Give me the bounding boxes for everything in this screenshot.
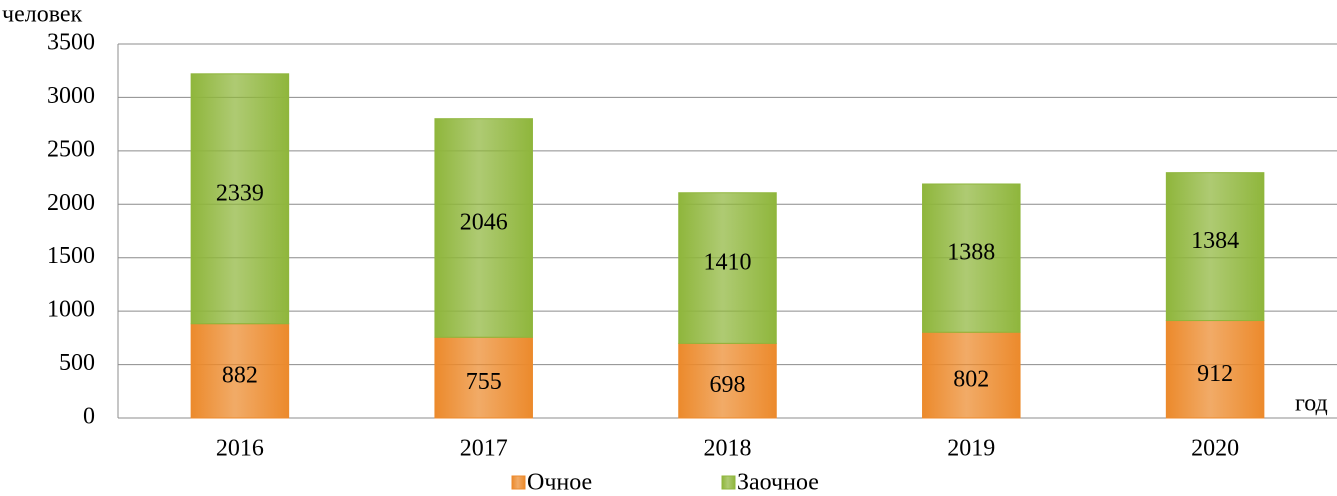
bar-segment bbox=[190, 323, 290, 419]
x-tick-label: 2016 bbox=[216, 436, 264, 462]
legend-label: Заочное bbox=[737, 470, 819, 496]
data-label: 912 bbox=[1197, 361, 1233, 387]
bar-segment bbox=[678, 342, 777, 419]
bar-segment bbox=[922, 183, 1021, 333]
x-tick-label: 2020 bbox=[1191, 436, 1239, 462]
legend-label: Очное bbox=[527, 470, 592, 496]
x-axis-label: год bbox=[1295, 391, 1328, 417]
data-label: 755 bbox=[466, 369, 502, 395]
data-label: 2339 bbox=[216, 180, 264, 206]
y-tick-label: 2500 bbox=[47, 136, 95, 162]
y-tick-label: 3500 bbox=[47, 30, 95, 56]
bar-segment bbox=[1165, 172, 1265, 322]
y-tick-label: 1000 bbox=[47, 297, 95, 323]
data-label: 1384 bbox=[1191, 228, 1239, 254]
x-tick-label: 2017 bbox=[460, 436, 508, 462]
x-tick-label: 2018 bbox=[704, 436, 752, 462]
bar-segment bbox=[434, 118, 533, 338]
data-label: 1388 bbox=[947, 240, 995, 266]
legend-swatch bbox=[721, 475, 736, 490]
data-label: 2046 bbox=[460, 210, 508, 236]
data-label: 1410 bbox=[704, 250, 752, 276]
y-tick-label: 500 bbox=[59, 350, 95, 376]
data-label: 802 bbox=[953, 367, 989, 393]
bar-segment bbox=[434, 336, 533, 419]
x-tick-label: 2019 bbox=[947, 436, 995, 462]
y-tick-label: 2000 bbox=[47, 190, 95, 216]
data-label: 698 bbox=[710, 372, 746, 398]
legend-swatch bbox=[511, 475, 526, 490]
y-tick-label: 0 bbox=[83, 404, 95, 430]
bar-segment bbox=[1165, 320, 1265, 419]
bar-segment bbox=[678, 192, 777, 344]
y-tick-label: 1500 bbox=[47, 243, 95, 269]
y-tick-label: 3000 bbox=[47, 83, 95, 109]
data-label: 882 bbox=[222, 362, 258, 388]
bar-segment bbox=[190, 73, 290, 325]
y-axis-label: человек bbox=[2, 2, 83, 28]
